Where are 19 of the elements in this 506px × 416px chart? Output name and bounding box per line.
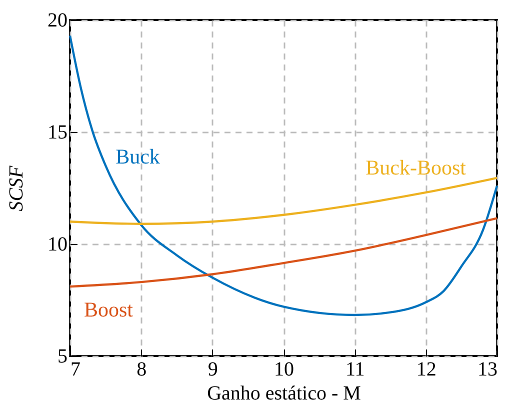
x-tick-label: 7 <box>70 358 80 380</box>
line-series <box>68 176 498 225</box>
y-tick-label: 15 <box>48 122 68 144</box>
line-series <box>68 217 498 288</box>
x-axis-title: Ganho estático - M <box>207 382 362 404</box>
series-label: Buck <box>116 144 160 169</box>
y-tick-label: 20 <box>48 10 68 32</box>
x-tick-label: 9 <box>208 358 218 380</box>
series-label: Buck-Boost <box>366 155 466 180</box>
x-tick-label: 13 <box>478 358 498 380</box>
y-tick-label: 10 <box>48 234 68 256</box>
x-tick-label: 8 <box>136 358 147 380</box>
x-tick-label: 10 <box>274 358 294 380</box>
x-tick-label: 12 <box>416 358 436 380</box>
series-label: Boost <box>84 298 134 322</box>
y-axis-title: SCSF <box>6 164 28 212</box>
x-tick-label: 11 <box>346 358 365 380</box>
y-tick-label: 5 <box>58 346 68 368</box>
line-series <box>68 34 498 316</box>
